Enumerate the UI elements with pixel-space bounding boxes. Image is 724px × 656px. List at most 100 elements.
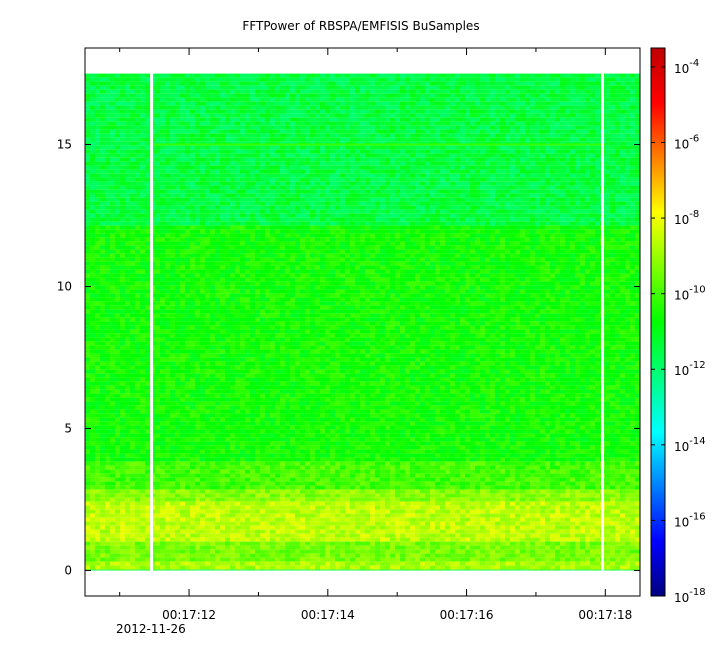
heatmap-cell: [425, 217, 430, 222]
heatmap-cell: [505, 161, 510, 166]
heatmap-cell: [155, 245, 160, 250]
heatmap-cell: [105, 193, 110, 198]
heatmap-cell: [420, 189, 425, 194]
heatmap-cell: [170, 225, 175, 230]
heatmap-cell: [415, 77, 420, 82]
heatmap-cell: [605, 97, 610, 102]
heatmap-cell: [455, 105, 460, 110]
heatmap-cell: [275, 77, 280, 82]
heatmap-cell: [555, 145, 560, 150]
heatmap-cell: [630, 149, 635, 154]
heatmap-cell: [170, 101, 175, 106]
heatmap-cell: [390, 205, 395, 210]
heatmap-cell: [635, 109, 640, 114]
heatmap-cell: [500, 113, 505, 118]
heatmap-cell: [235, 161, 240, 166]
heatmap-cell: [95, 221, 100, 226]
heatmap-cell: [125, 129, 130, 134]
heatmap-cell: [580, 85, 585, 90]
heatmap-cell: [330, 205, 335, 210]
heatmap-cell: [315, 129, 320, 134]
heatmap-cell: [170, 229, 175, 234]
heatmap-cell: [160, 149, 165, 154]
heatmap-cell: [90, 249, 95, 254]
heatmap-cell: [420, 133, 425, 138]
heatmap-cell: [175, 153, 180, 158]
heatmap-cell: [125, 177, 130, 182]
heatmap-cell: [580, 89, 585, 94]
heatmap-cell: [160, 129, 165, 134]
heatmap-cell: [435, 241, 440, 246]
heatmap-cell: [195, 97, 200, 102]
heatmap-cell: [155, 233, 160, 238]
heatmap-cell: [220, 109, 225, 114]
heatmap-cell: [355, 85, 360, 90]
heatmap-cell: [585, 201, 590, 206]
heatmap-cell: [205, 161, 210, 166]
heatmap-cell: [335, 121, 340, 126]
heatmap-cell: [380, 205, 385, 210]
heatmap-cell: [490, 241, 495, 246]
heatmap-cell: [400, 249, 405, 254]
heatmap-cell: [365, 129, 370, 134]
heatmap-cell: [270, 101, 275, 106]
heatmap-cell: [255, 117, 260, 122]
heatmap-cell: [250, 161, 255, 166]
heatmap-cell: [575, 121, 580, 126]
heatmap-cell: [395, 89, 400, 94]
heatmap-cell: [325, 129, 330, 134]
heatmap-cell: [100, 173, 105, 178]
heatmap-cell: [535, 161, 540, 166]
heatmap-cell: [340, 177, 345, 182]
heatmap-cell: [390, 77, 395, 82]
heatmap-cell: [630, 113, 635, 118]
heatmap-cell: [180, 109, 185, 114]
heatmap-cell: [110, 121, 115, 126]
heatmap-cell: [155, 145, 160, 150]
heatmap-cell: [430, 161, 435, 166]
heatmap-cell: [100, 85, 105, 90]
heatmap-cell: [505, 77, 510, 82]
heatmap-cell: [550, 153, 555, 158]
heatmap-cell: [405, 73, 410, 78]
heatmap-cell: [240, 101, 245, 106]
heatmap-cell: [540, 109, 545, 114]
heatmap-cell: [565, 165, 570, 170]
heatmap-cell: [255, 109, 260, 114]
heatmap-cell: [110, 169, 115, 174]
heatmap-cell: [85, 173, 90, 178]
heatmap-cell: [495, 85, 500, 90]
heatmap-cell: [370, 93, 375, 98]
heatmap-cell: [585, 85, 590, 90]
heatmap-cell: [630, 241, 635, 246]
heatmap-cell: [275, 237, 280, 242]
heatmap-cell: [475, 105, 480, 110]
heatmap-cell: [440, 129, 445, 134]
heatmap-cell: [160, 109, 165, 114]
heatmap-cell: [550, 73, 555, 78]
heatmap-cell: [635, 169, 640, 174]
heatmap-cell: [240, 89, 245, 94]
heatmap-cell: [105, 173, 110, 178]
heatmap-cell: [360, 97, 365, 102]
heatmap-cell: [445, 249, 450, 254]
heatmap-cell: [315, 113, 320, 118]
heatmap-cell: [325, 201, 330, 206]
heatmap-cell: [260, 197, 265, 202]
heatmap-cell: [190, 93, 195, 98]
heatmap-cell: [620, 109, 625, 114]
heatmap-cell: [545, 97, 550, 102]
heatmap-cell: [470, 113, 475, 118]
heatmap-cell: [245, 125, 250, 130]
heatmap-cell: [280, 105, 285, 110]
heatmap-cell: [375, 89, 380, 94]
heatmap-cell: [350, 233, 355, 238]
heatmap-cell: [385, 201, 390, 206]
heatmap-cell: [225, 209, 230, 214]
heatmap-cell: [180, 193, 185, 198]
heatmap-cell: [160, 221, 165, 226]
heatmap-cell: [365, 169, 370, 174]
heatmap-cell: [205, 109, 210, 114]
heatmap-cell: [230, 145, 235, 150]
heatmap-cell: [355, 217, 360, 222]
